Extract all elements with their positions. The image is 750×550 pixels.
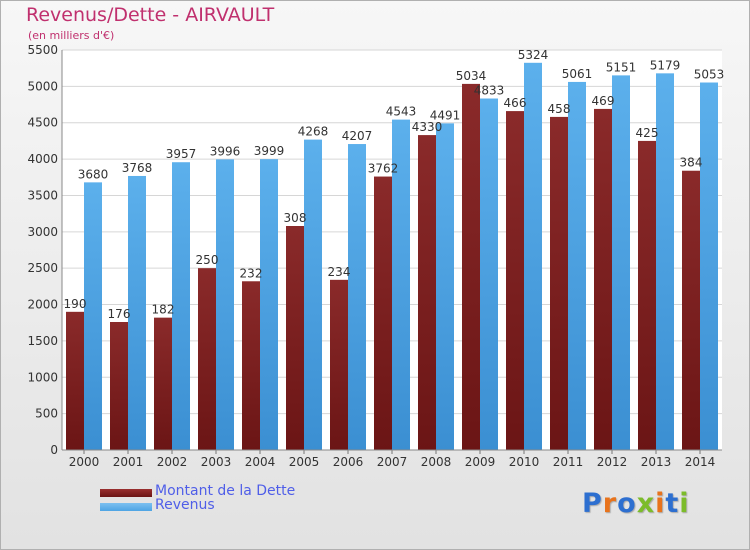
y-tick-label: 4500	[27, 116, 58, 130]
bar-revenue	[700, 82, 718, 450]
bar-revenue	[216, 159, 234, 450]
data-label-debt: 469	[592, 94, 615, 108]
data-label-debt: 234	[328, 265, 351, 279]
x-tick-label: 2006	[333, 455, 364, 469]
data-label-revenue: 3957	[166, 147, 197, 161]
bar-debt	[154, 317, 172, 450]
data-label-debt: 250	[196, 253, 219, 267]
data-label-debt: 466	[504, 96, 527, 110]
y-tick-label: 3000	[27, 225, 58, 239]
data-label-debt: 5034	[456, 69, 487, 83]
y-tick-label: 3500	[27, 188, 58, 202]
data-label-debt: 458	[548, 102, 571, 116]
x-tick-label: 2001	[113, 455, 144, 469]
x-tick-label: 2010	[509, 455, 540, 469]
y-tick-label: 1500	[27, 334, 58, 348]
bar-revenue	[304, 139, 322, 450]
legend-swatch-debt	[100, 489, 152, 497]
bar-debt	[462, 83, 480, 451]
x-tick-label: 2007	[377, 455, 408, 469]
bar-debt	[330, 279, 348, 450]
data-label-revenue: 5324	[518, 48, 549, 62]
x-tick-label: 2009	[465, 455, 496, 469]
x-tick-label: 2003	[201, 455, 232, 469]
bar-revenue	[480, 98, 498, 450]
bar-debt	[198, 268, 216, 450]
data-label-revenue: 4268	[298, 125, 329, 139]
data-label-revenue: 3999	[254, 144, 285, 158]
bar-debt	[242, 281, 260, 450]
chart-subtitle: (en milliers d'€)	[28, 29, 115, 42]
x-tick-label: 2014	[685, 455, 716, 469]
x-tick-label: 2011	[553, 455, 584, 469]
bar-debt	[66, 311, 84, 450]
x-tick-label: 2013	[641, 455, 672, 469]
y-tick-label: 500	[35, 407, 58, 421]
x-tick-label: 2000	[69, 455, 100, 469]
data-label-debt: 4330	[412, 120, 443, 134]
legend-label-debt: Montant de la Dette	[155, 483, 296, 499]
data-label-revenue: 3680	[78, 167, 109, 181]
data-label-debt: 182	[152, 303, 175, 317]
bar-debt	[638, 140, 656, 450]
y-tick-label: 5000	[27, 79, 58, 93]
legend-swatch-revenue	[100, 503, 152, 511]
x-tick-label: 2004	[245, 455, 276, 469]
data-label-revenue: 3768	[122, 161, 153, 175]
y-tick-label: 1000	[27, 370, 58, 384]
bar-revenue	[524, 62, 542, 451]
bar-revenue	[612, 75, 630, 450]
proxiti-logo: Proxiti	[582, 488, 690, 519]
y-tick-label: 2000	[27, 298, 58, 312]
data-label-revenue: 3996	[210, 144, 241, 158]
bar-revenue	[656, 73, 674, 450]
bar-revenue	[568, 81, 586, 450]
bar-debt	[374, 176, 392, 450]
bar-debt	[594, 108, 612, 450]
bar-debt	[418, 135, 436, 450]
data-label-debt: 3762	[368, 162, 399, 176]
data-label-debt: 176	[108, 307, 131, 321]
bar-revenue	[172, 162, 190, 450]
bar-debt	[110, 322, 128, 450]
bar-revenue	[436, 123, 454, 450]
legend-label-revenue: Revenus	[155, 497, 215, 513]
bar-debt	[550, 116, 568, 450]
data-label-debt: 232	[240, 266, 263, 280]
data-label-revenue: 5179	[650, 58, 681, 72]
bar-revenue	[392, 119, 410, 450]
bar-revenue	[348, 144, 366, 450]
data-label-debt: 384	[680, 156, 703, 170]
x-tick-label: 2005	[289, 455, 320, 469]
data-label-revenue: 4543	[386, 105, 417, 119]
y-tick-label: 5500	[27, 43, 58, 57]
bar-debt	[506, 111, 524, 450]
chart-title: Revenus/Dette - AIRVAULT	[26, 4, 275, 26]
bar-revenue	[260, 159, 278, 450]
x-tick-label: 2012	[597, 455, 628, 469]
data-label-revenue: 5061	[562, 67, 593, 81]
data-label-debt: 308	[284, 211, 307, 225]
data-label-revenue: 4207	[342, 129, 373, 143]
data-label-revenue: 5053	[694, 68, 725, 82]
bar-revenue	[128, 175, 146, 451]
data-label-revenue: 4491	[430, 108, 461, 122]
data-label-debt: 425	[636, 126, 659, 140]
data-label-revenue: 4833	[474, 84, 505, 98]
y-tick-label: 0	[50, 443, 58, 457]
x-tick-label: 2002	[157, 455, 188, 469]
x-tick-label: 2008	[421, 455, 452, 469]
data-label-revenue: 5151	[606, 60, 637, 74]
data-label-debt: 190	[64, 297, 87, 311]
bar-debt	[286, 226, 304, 450]
y-tick-label: 4000	[27, 152, 58, 166]
y-tick-label: 2500	[27, 261, 58, 275]
bar-revenue	[84, 182, 102, 450]
bar-debt	[682, 170, 700, 450]
